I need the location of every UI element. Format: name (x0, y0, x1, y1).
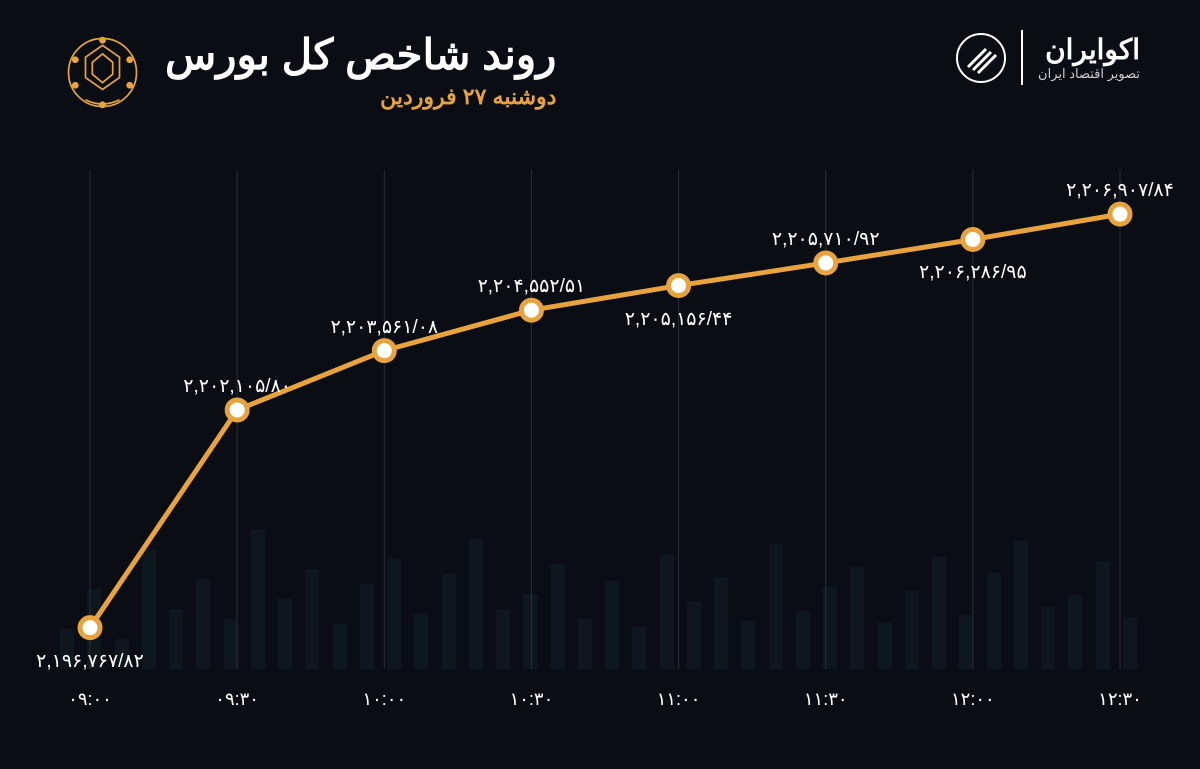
x-axis-tick-label: ۱۰:۰۰ (362, 689, 406, 710)
brand-name: اکوایران (1038, 33, 1140, 66)
x-axis-tick-label: ۱۱:۰۰ (657, 689, 701, 710)
x-axis-tick-label: ۰۹:۰۰ (68, 689, 112, 710)
chart-title: روند شاخص کل بورس (165, 30, 556, 79)
brand-divider (1021, 30, 1023, 85)
chart-subtitle: دوشنبه ۲۷ فروردین (165, 84, 556, 110)
line-chart (60, 150, 1150, 729)
data-point-label: ۲,۲۰۶,۹۰۷/۸۴ (1066, 179, 1174, 202)
data-point-label: ۲,۱۹۶,۷۶۷/۸۲ (36, 650, 144, 673)
x-axis-tick-label: ۱۲:۰۰ (951, 689, 995, 710)
data-point-label: ۲,۲۰۴,۵۵۲/۵۱ (478, 275, 586, 298)
x-axis-tick-label: ۰۹:۳۰ (215, 689, 259, 710)
chart-area: ۰۹:۰۰ ۰۹:۳۰ ۱۰:۰۰ ۱۰:۳۰ ۱۱:۰۰ ۱۱:۳۰ ۱۲:۰۰ ۱۲:۳۰… (60, 150, 1150, 729)
brand-block: اکوایران تصویر اقتصاد ایران (956, 30, 1140, 85)
header: اکوایران تصویر اقتصاد ایران روند شاخص کل… (0, 0, 1200, 125)
data-point-label: ۲,۲۰۶,۲۸۶/۹۵ (919, 261, 1027, 284)
x-axis-tick-label: ۱۰:۳۰ (510, 689, 554, 710)
x-axis-tick-label: ۱۱:۳۰ (804, 689, 848, 710)
title-block: روند شاخص کل بورس دوشنبه ۲۷ فروردین (60, 30, 556, 115)
brand-tagline: تصویر اقتصاد ایران (1038, 66, 1140, 82)
x-axis-tick-label: ۱۲:۳۰ (1098, 689, 1142, 710)
x-axis-labels: ۰۹:۰۰ ۰۹:۳۰ ۱۰:۰۰ ۱۰:۳۰ ۱۱:۰۰ ۱۱:۳۰ ۱۲:۰۰ ۱۲:۳۰ (60, 689, 1150, 729)
data-point-label: ۲,۲۰۳,۵۶۱/۰۸ (330, 316, 438, 339)
data-point-label: ۲,۲۰۲,۱۰۵/۸۰ (183, 375, 291, 398)
data-point-label: ۲,۲۰۵,۷۱۰/۹۲ (772, 228, 880, 251)
data-point-label: ۲,۲۰۵,۱۵۶/۴۴ (625, 308, 733, 331)
emblem-icon (60, 30, 145, 115)
brand-logo-icon (956, 33, 1006, 83)
